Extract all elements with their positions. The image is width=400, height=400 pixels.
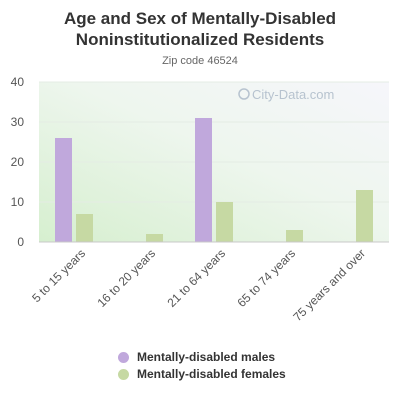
x-tick-label: 65 to 74 years	[234, 246, 298, 310]
x-axis: 5 to 15 years 16 to 20 years 21 to 64 year…	[29, 246, 368, 324]
y-tick-label: 10	[11, 195, 25, 209]
grid-lines	[39, 81, 389, 203]
y-tick-label: 20	[11, 155, 25, 169]
x-tick-label: 75 years and over	[290, 246, 368, 324]
y-axis: 0 10 20 30 40	[11, 75, 25, 249]
bar-females	[76, 214, 93, 242]
x-tick-label: 21 to 64 years	[164, 246, 228, 310]
watermark: City-Data.com	[238, 87, 334, 102]
bar-males	[195, 118, 212, 242]
bars	[55, 118, 373, 242]
legend-label-females: Mentally-disabled females	[137, 367, 286, 381]
chart-subtitle: Zip code 46524	[162, 55, 238, 67]
bar-females	[146, 234, 163, 242]
y-tick-label: 40	[11, 75, 25, 89]
x-tick-label: 5 to 15 years	[29, 246, 88, 305]
chart-title: Age and Sex of Mentally-Disabled Noninst…	[63, 9, 337, 49]
bar-females	[286, 230, 303, 242]
watermark-text: City-Data.com	[252, 87, 334, 102]
legend-swatch-males	[118, 351, 129, 363]
legend-item-females: Mentally-disabled females	[118, 366, 286, 382]
legend-label-males: Mentally-disabled males	[137, 350, 276, 364]
bar-females	[356, 190, 373, 242]
legend-item-males: Mentally-disabled males	[118, 349, 286, 365]
watermark-icon	[238, 88, 250, 100]
y-tick-label: 0	[17, 235, 24, 249]
legend-swatch-females	[118, 368, 129, 380]
bar-females	[216, 202, 233, 242]
y-tick-label: 30	[11, 115, 25, 129]
bar-males	[55, 138, 72, 242]
x-tick-label: 16 to 20 years	[94, 246, 158, 310]
legend: Mentally-disabled males Mentally-disable…	[118, 349, 286, 383]
